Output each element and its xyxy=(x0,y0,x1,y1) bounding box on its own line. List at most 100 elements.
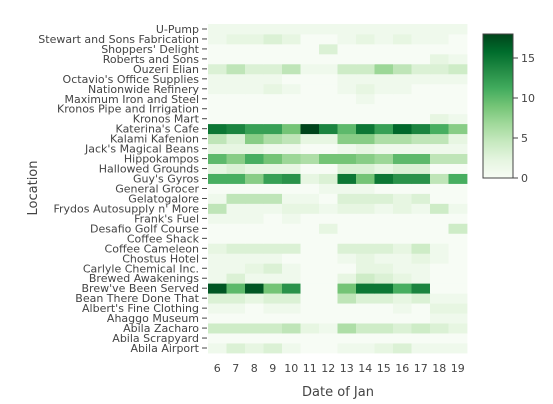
heatmap-cells xyxy=(208,24,468,354)
heatmap-cell xyxy=(208,113,227,125)
heatmap-cell xyxy=(356,313,375,324)
heatmap-cell xyxy=(337,33,357,45)
heatmap-cell xyxy=(226,153,246,164)
heatmap-cell xyxy=(208,273,227,284)
heatmap-cell xyxy=(356,183,375,194)
y-tick-label: Coffee Shack xyxy=(127,232,200,245)
x-tick-label: 14 xyxy=(358,362,372,375)
heatmap-cell xyxy=(263,103,283,115)
heatmap-cell xyxy=(208,263,227,274)
y-tick-label: Katerina's Cafe xyxy=(116,123,200,136)
heatmap-cell xyxy=(448,303,468,314)
heatmap-cell xyxy=(356,113,375,125)
y-axis-title: Location xyxy=(26,161,41,216)
heatmap-cell xyxy=(337,173,357,184)
heatmap-cell xyxy=(263,193,283,204)
heatmap-cell xyxy=(448,223,468,234)
heatmap-cell xyxy=(411,153,431,164)
heatmap-cell xyxy=(319,303,338,314)
heatmap-cell xyxy=(226,73,246,85)
heatmap-cell xyxy=(319,133,338,145)
heatmap-cell xyxy=(393,343,412,354)
heatmap-cell xyxy=(319,93,338,105)
heatmap-cell xyxy=(208,233,227,244)
heatmap-cell xyxy=(263,73,283,85)
heatmap-cell xyxy=(263,323,283,334)
heatmap-cell xyxy=(337,163,357,174)
heatmap-cell xyxy=(208,143,227,155)
heatmap-cell xyxy=(300,24,320,35)
heatmap-cell xyxy=(226,213,246,224)
y-tick-label: Hallowed Grounds xyxy=(99,163,200,176)
heatmap-cell xyxy=(337,233,357,244)
heatmap-cell xyxy=(393,83,412,95)
heatmap-cell xyxy=(300,103,320,115)
heatmap-cell xyxy=(319,83,338,95)
heatmap-cell xyxy=(448,73,468,85)
heatmap-cell xyxy=(282,163,301,174)
heatmap-cell xyxy=(374,24,394,35)
heatmap-cell xyxy=(448,263,468,274)
heatmap-cell xyxy=(374,293,394,304)
heatmap-cell xyxy=(356,323,375,334)
heatmap-cell xyxy=(208,163,227,174)
x-tick-label: 8 xyxy=(251,362,258,375)
heatmap-cell xyxy=(337,63,357,75)
heatmap-cell xyxy=(393,103,412,115)
heatmap-cell xyxy=(430,163,449,174)
heatmap-cell xyxy=(374,213,394,224)
heatmap-cell xyxy=(319,263,338,274)
heatmap-cell xyxy=(282,173,301,184)
heatmap-cell xyxy=(448,323,468,334)
heatmap-cell xyxy=(263,43,283,55)
heatmap-cell xyxy=(430,323,449,334)
heatmap-cell xyxy=(282,133,301,145)
heatmap-cell xyxy=(337,113,357,125)
heatmap-cell xyxy=(319,73,338,85)
heatmap-cell xyxy=(356,163,375,174)
heatmap-cell xyxy=(282,283,301,294)
heatmap-cell xyxy=(208,183,227,194)
heatmap-cell xyxy=(208,73,227,85)
heatmap-cell xyxy=(226,43,246,55)
heatmap-cell xyxy=(263,233,283,244)
colorbar-gradient xyxy=(482,33,514,179)
colorbar: 0 5 10 15 xyxy=(482,33,535,185)
heatmap-cell xyxy=(393,133,412,145)
heatmap-cell xyxy=(208,213,227,224)
heatmap-cell xyxy=(393,43,412,55)
heatmap-cell xyxy=(393,183,412,194)
heatmap-cell xyxy=(282,153,301,164)
heatmap-cell xyxy=(337,253,357,264)
colorbar-tick-label: 0 xyxy=(521,172,528,185)
heatmap-cell xyxy=(245,233,264,244)
heatmap-cell xyxy=(356,123,375,135)
heatmap-cell xyxy=(337,343,357,354)
heatmap-cell xyxy=(337,193,357,204)
heatmap-cell xyxy=(374,333,394,344)
heatmap-cell xyxy=(208,313,227,324)
heatmap-cell xyxy=(245,33,264,45)
heatmap-cell xyxy=(374,33,394,45)
heatmap-cell xyxy=(411,343,431,354)
heatmap-cell xyxy=(300,173,320,184)
heatmap-cell xyxy=(448,333,468,344)
heatmap-cell xyxy=(411,173,431,184)
x-tick-label: 10 xyxy=(284,362,298,375)
heatmap-cell xyxy=(263,293,283,304)
heatmap-cell xyxy=(282,293,301,304)
heatmap-cell xyxy=(282,263,301,274)
y-tick-label: Frank's Fuel xyxy=(134,212,199,225)
heatmap-cell xyxy=(245,133,264,145)
heatmap-cell xyxy=(448,123,468,135)
heatmap-cell xyxy=(245,113,264,125)
heatmap-cell xyxy=(411,24,431,35)
heatmap-cell xyxy=(226,33,246,45)
heatmap-cell xyxy=(411,283,431,294)
heatmap-cell xyxy=(448,24,468,35)
heatmap-cell xyxy=(448,153,468,164)
heatmap-cell xyxy=(356,253,375,264)
heatmap-cell xyxy=(226,123,246,135)
x-tick-label: 7 xyxy=(232,362,239,375)
heatmap-cell xyxy=(411,93,431,105)
